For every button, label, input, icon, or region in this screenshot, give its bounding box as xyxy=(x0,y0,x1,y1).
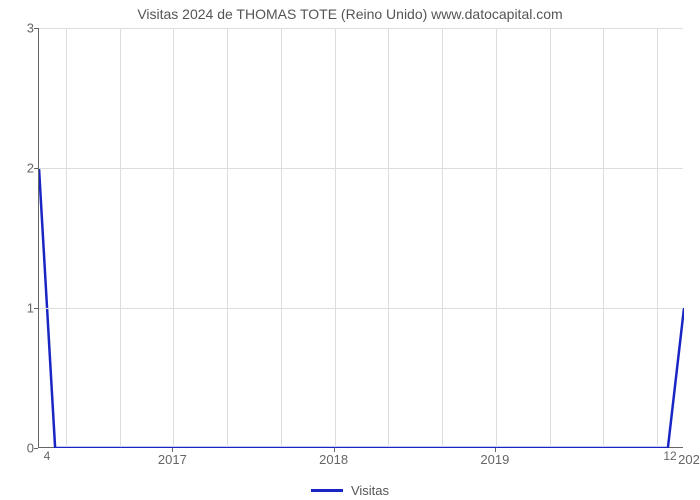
xtick-mark xyxy=(334,448,335,452)
x-sublabel-right: 12 xyxy=(663,449,676,463)
gridline-v xyxy=(496,28,497,447)
xtick-label: 2018 xyxy=(319,452,348,467)
gridline-v xyxy=(281,28,282,447)
xtick-label-clipped: 202 xyxy=(678,452,700,467)
x-sublabel-left: 4 xyxy=(44,449,51,463)
gridline-v xyxy=(657,28,658,447)
ytick-mark xyxy=(34,308,38,309)
gridline-v xyxy=(66,28,67,447)
legend-label: Visitas xyxy=(351,483,389,498)
gridline-v xyxy=(388,28,389,447)
gridline-v xyxy=(550,28,551,447)
gridline-v xyxy=(335,28,336,447)
gridline-v xyxy=(442,28,443,447)
gridline-v xyxy=(173,28,174,447)
gridline-h xyxy=(39,28,683,29)
ytick-label: 2 xyxy=(6,161,34,176)
ytick-label: 1 xyxy=(6,301,34,316)
gridline-v xyxy=(120,28,121,447)
gridline-v xyxy=(603,28,604,447)
ytick-mark xyxy=(34,168,38,169)
legend-swatch xyxy=(311,489,343,492)
gridline-h xyxy=(39,168,683,169)
legend: Visitas xyxy=(0,482,700,498)
xtick-label: 2019 xyxy=(480,452,509,467)
xtick-mark xyxy=(495,448,496,452)
xtick-mark xyxy=(172,448,173,452)
series-line xyxy=(39,28,684,448)
ytick-mark xyxy=(34,448,38,449)
gridline-v xyxy=(227,28,228,447)
chart-title: Visitas 2024 de THOMAS TOTE (Reino Unido… xyxy=(0,6,700,22)
ytick-label: 0 xyxy=(6,441,34,456)
ytick-mark xyxy=(34,28,38,29)
ytick-label: 3 xyxy=(6,21,34,36)
plot-area xyxy=(38,28,683,448)
gridline-h xyxy=(39,308,683,309)
visits-chart: Visitas 2024 de THOMAS TOTE (Reino Unido… xyxy=(0,0,700,500)
xtick-label: 2017 xyxy=(158,452,187,467)
